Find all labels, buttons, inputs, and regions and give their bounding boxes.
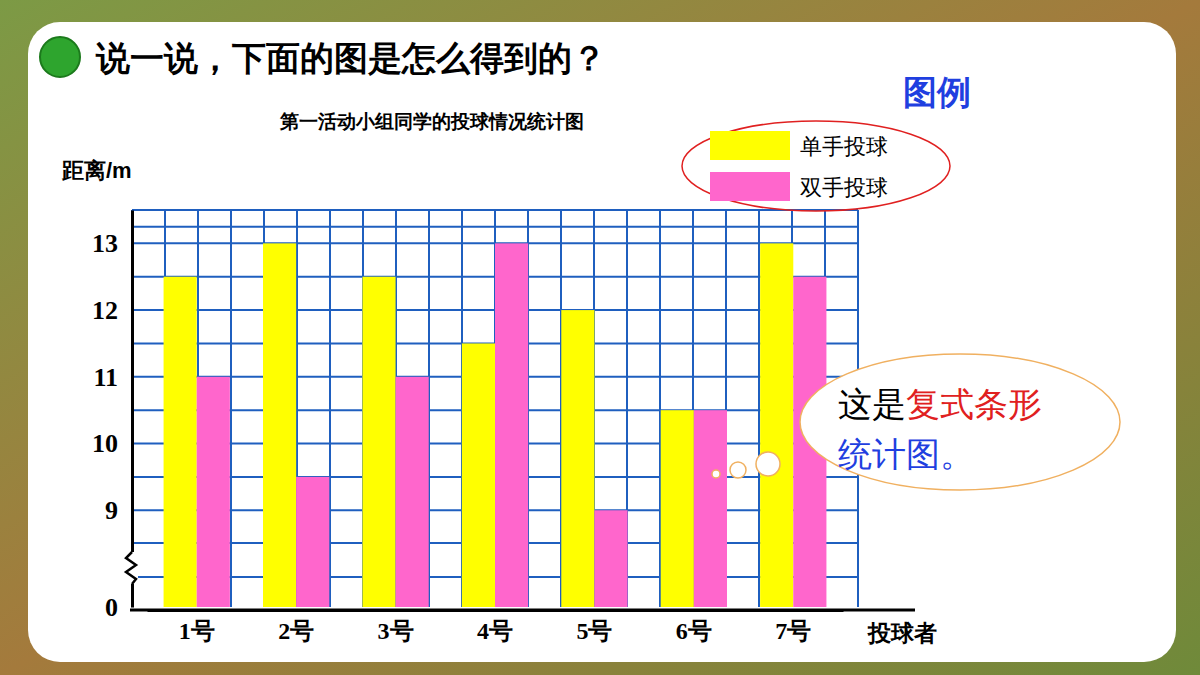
x-tick: 6号	[676, 610, 712, 644]
x-tick-label: 5号	[576, 618, 612, 644]
legend-swatch	[710, 131, 790, 160]
x-tick: 3号	[378, 610, 414, 644]
grid	[132, 210, 858, 607]
x-tick: 7号	[775, 610, 811, 644]
bar	[263, 243, 296, 607]
annotation-text: 这是复式条形	[838, 385, 1042, 423]
y-axis-title: 距离/m	[61, 158, 132, 183]
y-tick-label: 9	[105, 496, 118, 525]
bar	[594, 510, 627, 607]
grid-line-vertical	[329, 210, 331, 607]
x-tick-label: 4号	[477, 618, 513, 644]
y-tick-label: 11	[93, 363, 118, 392]
annotation-part: 复式条形	[906, 385, 1042, 423]
y-tick-label: 10	[92, 429, 118, 458]
background	[0, 0, 1200, 675]
legend: 单手投球双手投球	[682, 121, 950, 211]
x-tick-label: 3号	[378, 618, 414, 644]
y-axis-line	[131, 211, 134, 608]
bar	[561, 310, 594, 607]
bar	[462, 343, 495, 607]
bubble	[800, 354, 1120, 490]
x-tick-label: 7号	[775, 618, 811, 644]
annotation-text: 统计图。	[838, 435, 974, 473]
chart: 说一说，下面的图是怎么得到的？ 第一活动小组同学的投球情况统计图距离/m 0 9 10 1…	[0, 0, 1200, 675]
x-tick-label: 2号	[278, 618, 314, 644]
axis-break-gap	[126, 552, 138, 584]
bar	[362, 277, 395, 607]
x-tick-label: 1号	[179, 618, 215, 644]
bubble-dot	[730, 462, 746, 478]
x-axis: 1号 2号 3号 4号 5号 6号 7号	[148, 610, 844, 644]
grid-line-vertical	[659, 210, 661, 607]
legend-title: 图例	[903, 73, 971, 111]
bar	[694, 410, 727, 607]
x-axis-line	[148, 609, 844, 612]
bar	[296, 477, 329, 607]
x-tick: 2号	[278, 610, 314, 644]
y-tick: 13	[92, 229, 132, 258]
heading-bullet	[40, 37, 80, 77]
y-tick: 11	[93, 363, 132, 392]
y-tick-label: 0	[105, 593, 118, 622]
x-tick: 5号	[576, 610, 612, 644]
annotation-part: 统计图。	[838, 435, 974, 473]
card	[28, 22, 1176, 662]
x-tick-label: 6号	[676, 618, 712, 644]
bars	[164, 243, 827, 607]
legend-swatch	[710, 172, 790, 201]
y-tick: 9	[105, 496, 132, 525]
title: 第一活动小组同学的投球情况统计图	[279, 111, 584, 132]
plot-frame-top	[132, 209, 858, 211]
grid-line-vertical	[131, 210, 133, 607]
y-tick-label: 12	[92, 296, 118, 325]
y-tick-label: 13	[92, 229, 118, 258]
x-axis-title: 投球者	[867, 620, 937, 646]
legend-label: 单手投球	[800, 134, 888, 159]
bar	[396, 377, 429, 607]
bar	[760, 243, 793, 607]
grid-line-minor	[132, 226, 858, 228]
x-tick: 4号	[477, 610, 513, 644]
annotation: 这是复式条形统计图。	[712, 354, 1120, 490]
bar	[661, 410, 694, 607]
y-tick: 10	[92, 429, 132, 458]
bubble-dot	[712, 470, 720, 478]
x-tick: 1号	[179, 610, 215, 644]
bar	[495, 243, 528, 607]
grid-line-vertical	[230, 210, 232, 607]
y-tick: 12	[92, 296, 132, 325]
bar	[197, 377, 230, 607]
bubble-dot	[756, 452, 780, 476]
x-axis-baseline	[130, 609, 915, 612]
annotation-part: 这是	[838, 385, 906, 423]
legend-ellipse	[682, 121, 950, 211]
bar	[164, 277, 197, 607]
grid-line-vertical	[758, 210, 760, 607]
y-tick: 0	[105, 593, 132, 622]
legend-label: 双手投球	[800, 175, 888, 200]
axis-break	[126, 552, 136, 584]
heading: 说一说，下面的图是怎么得到的？	[95, 39, 606, 77]
